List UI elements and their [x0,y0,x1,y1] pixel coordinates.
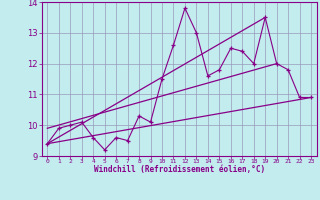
X-axis label: Windchill (Refroidissement éolien,°C): Windchill (Refroidissement éolien,°C) [94,165,265,174]
